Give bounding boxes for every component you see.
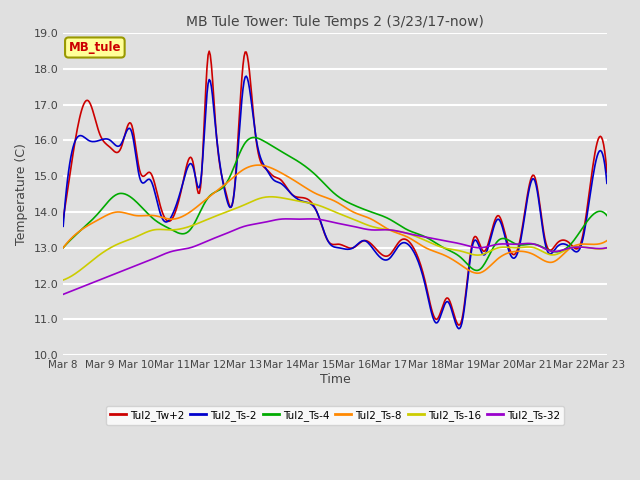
Tul2_Ts-32	[319, 217, 326, 223]
Tul2_Ts-16	[355, 218, 362, 224]
Tul2_Ts-2	[355, 240, 362, 246]
Tul2_Ts-8	[322, 194, 330, 200]
Line: Tul2_Ts-2: Tul2_Ts-2	[63, 76, 607, 329]
Tul2_Ts-16	[384, 227, 392, 232]
Tul2_Ts-8	[355, 211, 362, 217]
Tul2_Ts-8	[319, 193, 326, 199]
Tul2_Ts-32	[384, 227, 392, 233]
Tul2_Ts-2	[603, 180, 611, 186]
Tul2_Ts-32	[60, 291, 67, 297]
Tul2_Ts-8	[592, 241, 600, 247]
X-axis label: Time: Time	[319, 373, 351, 386]
Tul2_Tw+2	[355, 241, 362, 247]
Legend: Tul2_Tw+2, Tul2_Ts-2, Tul2_Ts-4, Tul2_Ts-8, Tul2_Ts-16, Tul2_Ts-32: Tul2_Tw+2, Tul2_Ts-2, Tul2_Ts-4, Tul2_Ts…	[106, 406, 564, 425]
Tul2_Ts-2	[508, 253, 515, 259]
Tul2_Ts-4	[322, 182, 330, 188]
Tul2_Ts-4	[250, 134, 258, 140]
Tul2_Ts-4	[384, 216, 392, 221]
Tul2_Tw+2	[603, 170, 611, 176]
Line: Tul2_Tw+2: Tul2_Tw+2	[63, 51, 607, 325]
Tul2_Ts-16	[322, 205, 330, 211]
Tul2_Ts-4	[603, 213, 611, 218]
Tul2_Ts-2	[319, 224, 326, 230]
Tul2_Tw+2	[60, 216, 67, 222]
Tul2_Tw+2	[508, 250, 515, 255]
Tul2_Tw+2	[322, 234, 330, 240]
Line: Tul2_Ts-8: Tul2_Ts-8	[63, 165, 607, 273]
Tul2_Ts-2	[592, 157, 600, 163]
Tul2_Ts-2	[455, 326, 463, 332]
Tul2_Ts-4	[60, 245, 67, 251]
Tul2_Ts-8	[603, 238, 611, 243]
Tul2_Tw+2	[592, 144, 600, 150]
Tul2_Ts-2	[384, 257, 392, 263]
Tul2_Tw+2	[205, 48, 213, 54]
Line: Tul2_Ts-4: Tul2_Ts-4	[63, 137, 607, 270]
Tul2_Ts-2	[60, 223, 67, 229]
Tul2_Tw+2	[455, 322, 463, 328]
Tul2_Ts-2	[243, 73, 250, 79]
Y-axis label: Temperature (C): Temperature (C)	[15, 143, 28, 245]
Tul2_Ts-4	[355, 204, 362, 210]
Tul2_Tw+2	[384, 253, 392, 259]
Tul2_Ts-8	[254, 162, 262, 168]
Tul2_Ts-32	[603, 245, 611, 251]
Tul2_Ts-4	[319, 179, 326, 185]
Tul2_Ts-16	[591, 246, 599, 252]
Tul2_Ts-4	[592, 210, 600, 216]
Text: MB_tule: MB_tule	[68, 41, 121, 54]
Title: MB Tule Tower: Tule Temps 2 (3/23/17-now): MB Tule Tower: Tule Temps 2 (3/23/17-now…	[186, 15, 484, 29]
Tul2_Ts-8	[508, 249, 515, 255]
Tul2_Ts-16	[268, 194, 275, 200]
Tul2_Ts-2	[322, 233, 330, 239]
Tul2_Ts-8	[384, 226, 392, 232]
Tul2_Ts-4	[508, 239, 515, 244]
Tul2_Ts-8	[60, 245, 67, 251]
Tul2_Ts-16	[603, 245, 611, 251]
Tul2_Ts-8	[474, 270, 481, 276]
Tul2_Ts-32	[506, 241, 514, 247]
Tul2_Ts-32	[591, 245, 599, 251]
Tul2_Ts-32	[283, 216, 291, 222]
Tul2_Ts-32	[355, 225, 362, 230]
Tul2_Ts-4	[474, 267, 481, 273]
Tul2_Ts-16	[60, 277, 67, 283]
Tul2_Ts-16	[319, 204, 326, 210]
Tul2_Ts-32	[322, 218, 330, 224]
Line: Tul2_Ts-32: Tul2_Ts-32	[63, 219, 607, 294]
Tul2_Tw+2	[319, 225, 326, 231]
Tul2_Ts-16	[506, 245, 514, 251]
Line: Tul2_Ts-16: Tul2_Ts-16	[63, 197, 607, 280]
